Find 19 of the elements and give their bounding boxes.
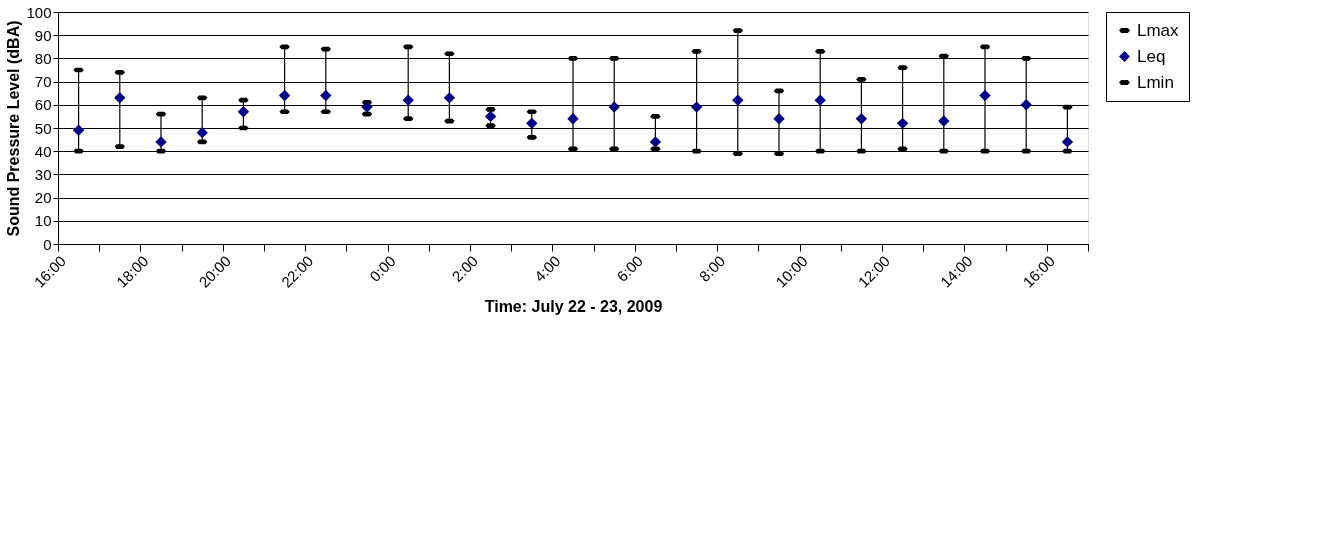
y-tick-label: 50 [34,119,52,137]
x-axis-title: Time: July 22 - 23, 2009 [484,297,663,315]
y-tick-label: 40 [34,142,52,160]
legend-label: Lmax [1137,20,1180,40]
y-tick-label: 20 [34,189,52,207]
legend-label: Leq [1137,46,1166,66]
x-tick-label: 0:00 [366,252,399,285]
y-tick-label: 70 [34,73,52,91]
y-tick-label: 80 [34,49,52,67]
x-tick-label: 6:00 [613,252,646,285]
y-tick-label: 60 [34,96,52,114]
y-tick-label: 100 [26,3,52,21]
y-axis-title: Sound Pressure Level (dBA) [5,20,23,237]
x-tick-label: 4:00 [530,252,564,285]
y-tick-label: 0 [43,235,52,253]
y-tick-label: 90 [34,26,52,44]
y-tick-label: 10 [34,212,52,230]
y-tick-label: 30 [34,165,52,183]
legend-label: Lmin [1137,72,1174,92]
